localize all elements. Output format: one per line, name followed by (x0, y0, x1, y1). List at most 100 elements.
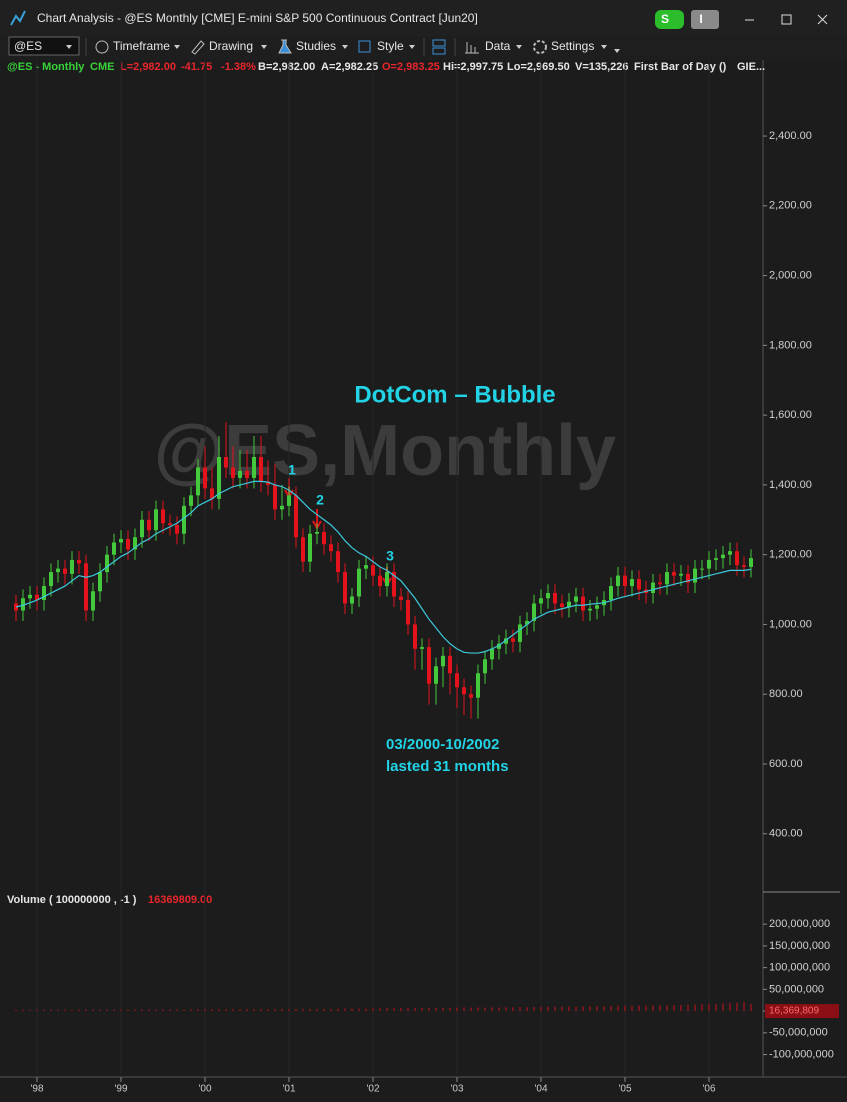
timeframe-icon (95, 40, 109, 54)
badge-i-text: I (699, 12, 702, 26)
watermark: @ES,Monthly (154, 411, 616, 491)
badge-s[interactable] (655, 10, 684, 29)
candle-body (567, 601, 571, 607)
candle-body (700, 568, 704, 570)
volume-bar (680, 1004, 682, 1012)
volume-bar (743, 1002, 745, 1012)
close-button[interactable] (817, 14, 828, 25)
maximize-button[interactable] (781, 14, 792, 25)
volume-bar (449, 1007, 451, 1012)
candle-body (462, 687, 466, 695)
candle-body (336, 551, 340, 573)
layout-icon[interactable] (432, 47, 446, 55)
candle-body (322, 531, 326, 545)
volume-bar (554, 1006, 556, 1012)
candle-body (686, 573, 690, 583)
candle-body (588, 608, 592, 611)
candle-body (574, 596, 578, 602)
volume-bar (43, 1009, 45, 1012)
volume-bar (645, 1005, 647, 1012)
candle-body (441, 655, 445, 667)
header-percent: -1.38% (221, 61, 256, 73)
candle-body (308, 533, 312, 562)
toolbar-item[interactable]: Timeframe (113, 39, 170, 53)
x-tick-label: '01 (282, 1084, 295, 1095)
data-icon (465, 42, 479, 54)
candle-body (238, 470, 242, 478)
candle-body (126, 538, 130, 550)
candle-body (28, 594, 32, 599)
candle-body (224, 456, 228, 468)
volume-bar (190, 1009, 192, 1012)
header-last: L=2,982.00 (120, 61, 176, 73)
candle-body (266, 481, 270, 485)
toolbar-item[interactable]: Studies (296, 39, 336, 53)
candle-body (343, 572, 347, 604)
badge-i[interactable] (691, 10, 719, 29)
candle-body (154, 509, 158, 531)
volume-bar (183, 1009, 185, 1012)
volume-bar (414, 1007, 416, 1012)
toolbar-item[interactable]: Settings (551, 39, 594, 53)
candle-body (133, 537, 137, 550)
candle-body (658, 582, 662, 585)
volume-bar (106, 1009, 108, 1012)
candle-body (553, 593, 557, 604)
annotation: DotCom – Bubble (354, 381, 555, 408)
y-tick-label: 50,000,000 (769, 983, 824, 995)
candle-body (714, 558, 718, 560)
settings-icon (533, 40, 547, 54)
volume-bar (365, 1008, 367, 1012)
volume-last: 16369809.00 (148, 894, 212, 906)
candle-body (637, 579, 641, 590)
window-title: Chart Analysis - @ES Monthly [CME] E-min… (37, 11, 478, 25)
volume-bar (722, 1003, 724, 1012)
volume-bar (379, 1008, 381, 1012)
volume-bar (456, 1007, 458, 1012)
candle-body (350, 596, 354, 604)
symbol-box[interactable] (8, 36, 80, 56)
style-icon (358, 40, 371, 53)
volume-bar (204, 1009, 206, 1012)
candle-body (280, 505, 284, 510)
toolbar-item[interactable]: Drawing (209, 39, 253, 53)
layout-icon[interactable] (432, 39, 446, 47)
volume-bar (505, 1007, 507, 1012)
candle-body (735, 551, 739, 566)
dropdown-arrow (66, 45, 72, 49)
y-tick-label: 2,400.00 (769, 130, 812, 142)
y-tick-label: 800.00 (769, 688, 803, 700)
volume-bar (400, 1008, 402, 1012)
x-tick-label: '00 (198, 1084, 211, 1095)
volume-bar (162, 1009, 164, 1012)
dropdown-arrow (601, 45, 607, 49)
candle-body (301, 537, 305, 562)
candle-body (693, 568, 697, 583)
toolbar-item[interactable]: Data (485, 39, 511, 53)
volume-bar (211, 1009, 213, 1012)
y-tick-label: 200,000,000 (769, 918, 830, 930)
volume-bar (330, 1008, 332, 1012)
candle-body (252, 456, 256, 478)
volume-bar (463, 1007, 465, 1012)
dropdown-arrow (342, 45, 348, 49)
volume-bar (652, 1005, 654, 1012)
volume-bar (15, 1009, 17, 1012)
candle-body (581, 596, 585, 611)
x-tick-label: '04 (534, 1084, 547, 1095)
volume-bar (386, 1008, 388, 1012)
drawing-icon (191, 40, 205, 55)
toolbar-item[interactable]: Style (377, 39, 404, 53)
volume-bar (596, 1006, 598, 1012)
y-tick-label: 1,000.00 (769, 618, 812, 630)
candle-body (189, 495, 193, 506)
symbol-input: @ES (14, 39, 42, 53)
app-icon (10, 10, 26, 26)
volume-bar (435, 1007, 437, 1012)
header-low: Lo=2,969.50 (507, 61, 570, 73)
volume-bar (442, 1007, 444, 1012)
studies-icon (278, 39, 292, 54)
y-tick-label: 2,000.00 (769, 269, 812, 281)
